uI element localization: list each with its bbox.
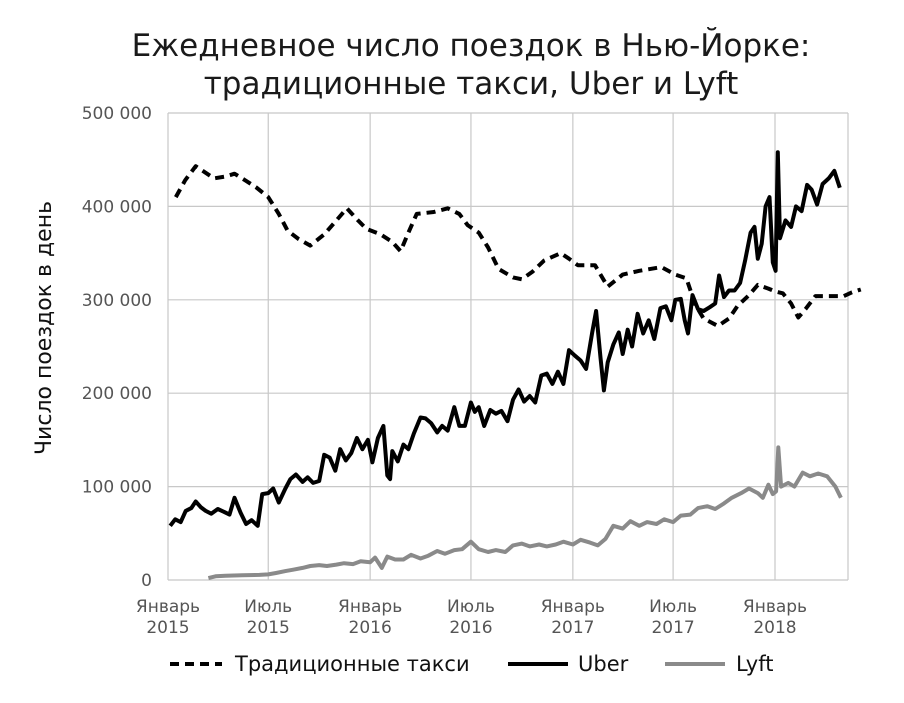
series-line-uber [168, 150, 842, 528]
y-tick-label: 200 000 [82, 384, 152, 404]
x-tick-label: 2015 [146, 618, 189, 638]
series-line-taxi [174, 164, 862, 328]
x-tick-label: 2017 [551, 618, 594, 638]
x-tick-label: Июль [447, 597, 495, 617]
x-tick-label: Июль [244, 597, 292, 617]
x-tick-label: 2017 [651, 618, 694, 638]
plot-lines [168, 150, 862, 581]
x-tick-label: Январь [338, 597, 402, 617]
y-tick-label: 300 000 [82, 291, 152, 311]
y-tick-label: 400 000 [82, 197, 152, 217]
x-tick-label: Январь [136, 597, 200, 617]
legend-label-taxi: Традиционные такси [234, 652, 470, 676]
y-tick-label: 0 [141, 571, 152, 591]
legend-label-uber: Uber [578, 652, 629, 676]
y-tick-label: 100 000 [82, 478, 152, 498]
chart-title-line1: Ежедневное число поездок в Нью-Йорке: [132, 28, 811, 64]
x-axis-ticks: Январь2015Июль2015Январь2016Июль2016Янва… [136, 597, 807, 638]
legend: Традиционные такси Uber Lyft [170, 652, 773, 676]
x-tick-label: 2016 [449, 618, 492, 638]
series-line-lyft [207, 445, 843, 581]
y-axis-label: Число поездок в день [32, 201, 57, 455]
y-tick-label: 500 000 [82, 104, 152, 124]
y-axis-ticks: 0 100 000 200 000 300 000 400 000 500 000 [82, 104, 152, 591]
x-tick-label: Январь [541, 597, 605, 617]
plot-grid [167, 112, 849, 581]
x-tick-label: Январь [743, 597, 807, 617]
x-tick-label: 2015 [247, 618, 290, 638]
x-tick-label: 2018 [753, 618, 796, 638]
chart-title-line2: традиционные такси, Uber и Lyft [204, 66, 738, 102]
x-tick-label: Июль [649, 597, 697, 617]
x-tick-label: 2016 [349, 618, 392, 638]
legend-label-lyft: Lyft [736, 652, 773, 676]
